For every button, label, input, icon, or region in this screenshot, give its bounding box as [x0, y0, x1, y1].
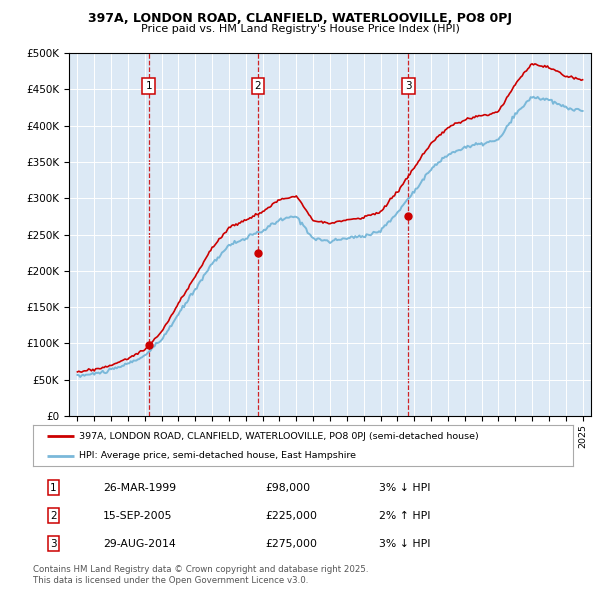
Text: 3: 3 — [50, 539, 57, 549]
Text: 1: 1 — [50, 483, 57, 493]
Text: 1: 1 — [145, 81, 152, 91]
Text: £275,000: £275,000 — [265, 539, 317, 549]
Text: Contains HM Land Registry data © Crown copyright and database right 2025.
This d: Contains HM Land Registry data © Crown c… — [33, 565, 368, 585]
Text: 3% ↓ HPI: 3% ↓ HPI — [379, 539, 430, 549]
Text: 397A, LONDON ROAD, CLANFIELD, WATERLOOVILLE, PO8 0PJ: 397A, LONDON ROAD, CLANFIELD, WATERLOOVI… — [88, 12, 512, 25]
Text: HPI: Average price, semi-detached house, East Hampshire: HPI: Average price, semi-detached house,… — [79, 451, 356, 460]
Text: 29-AUG-2014: 29-AUG-2014 — [103, 539, 176, 549]
Text: Price paid vs. HM Land Registry's House Price Index (HPI): Price paid vs. HM Land Registry's House … — [140, 24, 460, 34]
Text: 15-SEP-2005: 15-SEP-2005 — [103, 510, 173, 520]
Text: 3: 3 — [405, 81, 412, 91]
Text: 26-MAR-1999: 26-MAR-1999 — [103, 483, 176, 493]
Text: 3% ↓ HPI: 3% ↓ HPI — [379, 483, 430, 493]
Text: 397A, LONDON ROAD, CLANFIELD, WATERLOOVILLE, PO8 0PJ (semi-detached house): 397A, LONDON ROAD, CLANFIELD, WATERLOOVI… — [79, 432, 479, 441]
Text: 2: 2 — [254, 81, 261, 91]
Text: £98,000: £98,000 — [265, 483, 310, 493]
Text: £225,000: £225,000 — [265, 510, 317, 520]
Text: 2% ↑ HPI: 2% ↑ HPI — [379, 510, 430, 520]
Text: 2: 2 — [50, 510, 57, 520]
